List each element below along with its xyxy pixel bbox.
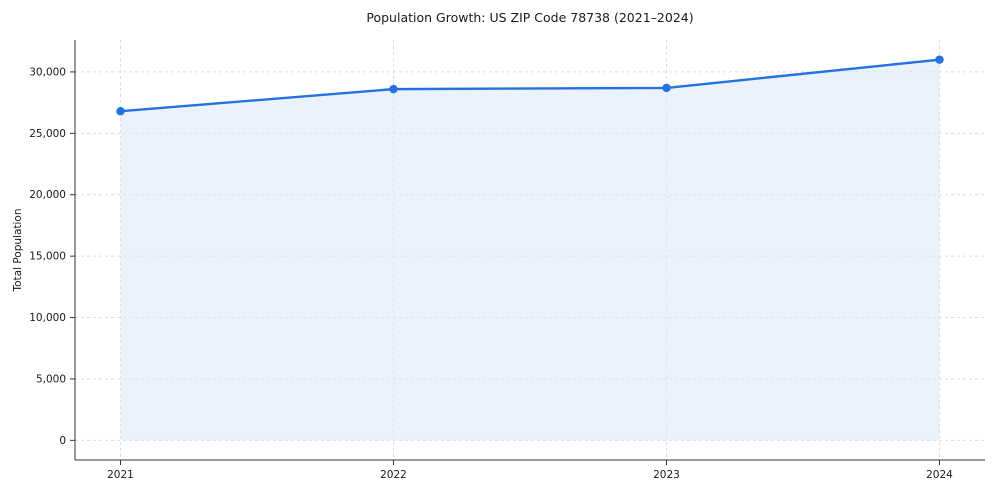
- y-tick-label: 20,000: [29, 189, 66, 201]
- x-tick-label: 2022: [380, 469, 407, 481]
- trend-line: [119, 58, 941, 113]
- x-tick-label: 2021: [107, 469, 134, 481]
- y-tick-label: 10,000: [29, 312, 66, 324]
- y-tick-label: 25,000: [29, 128, 66, 140]
- data-point: [116, 107, 125, 116]
- x-tick-label: 2024: [926, 469, 953, 481]
- x-tick-label: 2023: [653, 469, 680, 481]
- data-point: [662, 83, 671, 93]
- y-tick-label: 5,000: [36, 373, 66, 385]
- chart-title: Population Growth: US ZIP Code 78738 (20…: [366, 10, 694, 25]
- y-tick-label: 15,000: [29, 251, 66, 263]
- y-tick-label: 0: [59, 435, 66, 447]
- data-point: [935, 55, 944, 64]
- y-tick-label: 30,000: [29, 66, 66, 78]
- area-fill: [120, 59, 940, 441]
- data-point: [389, 84, 398, 94]
